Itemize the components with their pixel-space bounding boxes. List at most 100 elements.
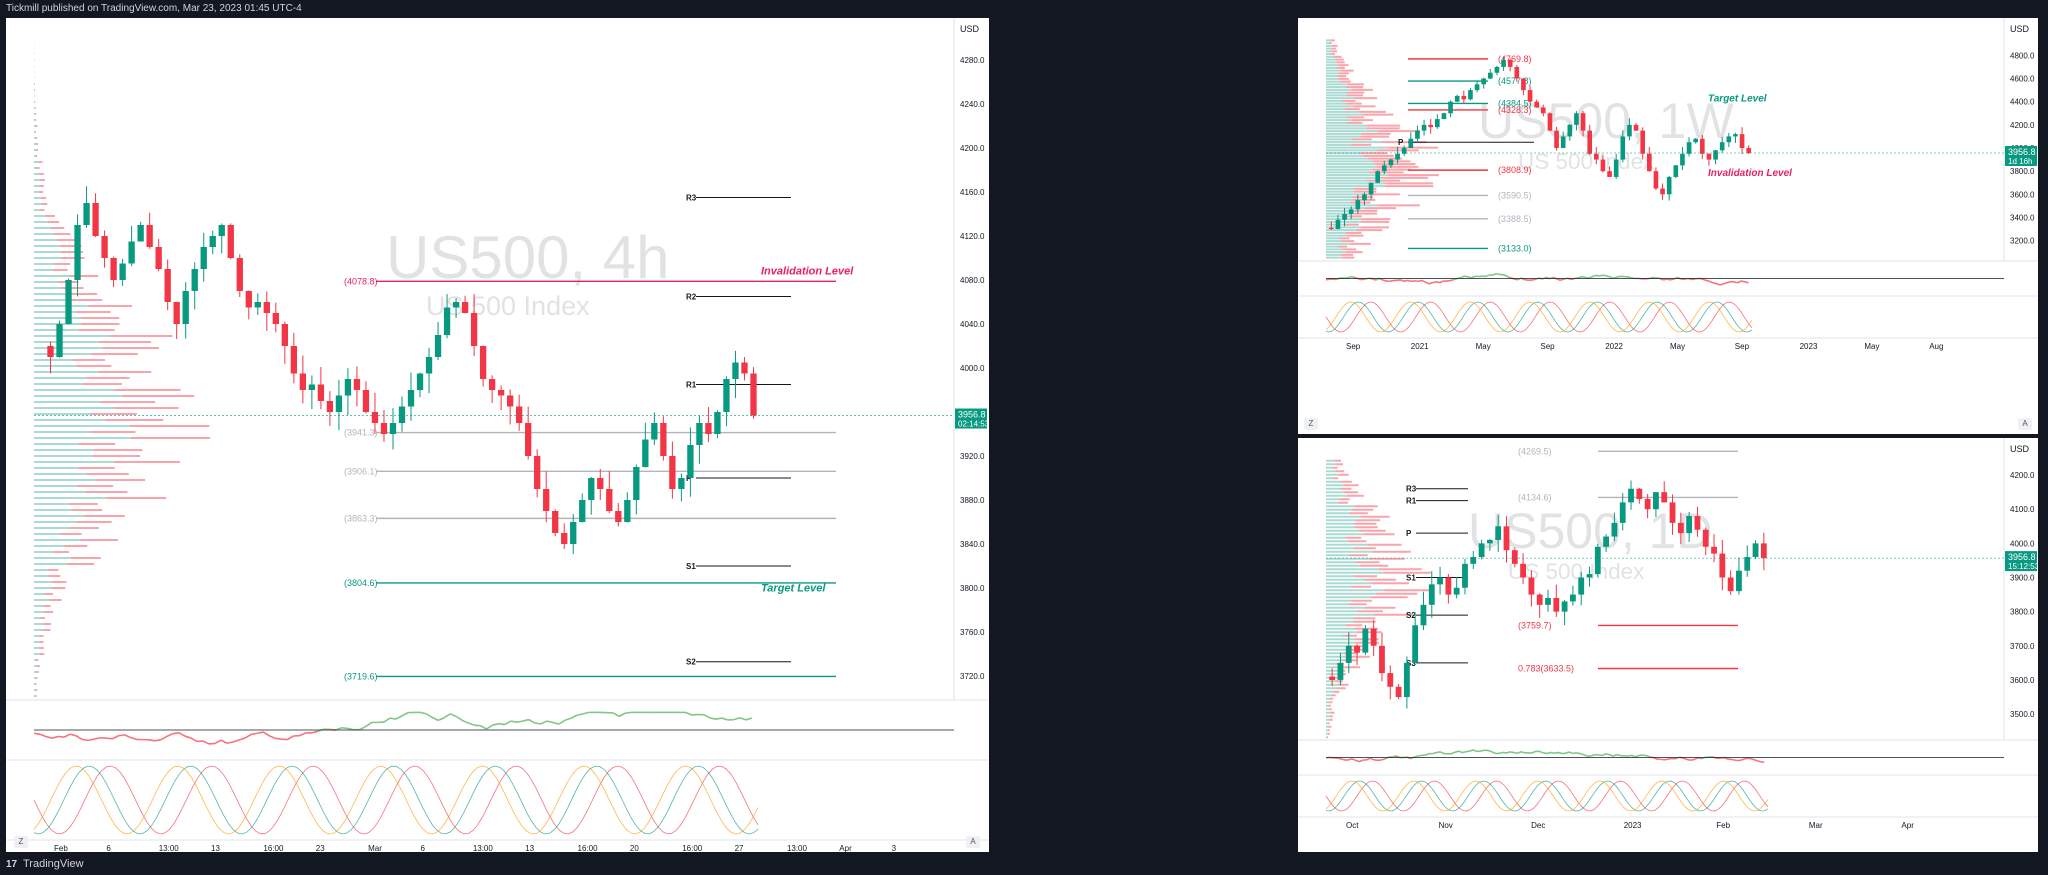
oscillator-segment <box>1390 281 1394 282</box>
stochastic-line <box>1326 302 1752 332</box>
volume-profile-bar-up <box>34 191 39 193</box>
volume-profile-bar-up <box>34 155 36 157</box>
candle-body <box>1512 550 1518 564</box>
last-price-countdown: 1d 16h <box>2008 157 2032 166</box>
candle-body <box>1728 578 1734 592</box>
volume-profile-bar-up <box>34 185 39 187</box>
stochastic-line <box>1326 781 1768 811</box>
volume-profile-bar-up <box>1326 64 1338 66</box>
candle-body <box>1554 131 1559 148</box>
oscillator-segment <box>191 738 197 741</box>
volume-profile-bar-up <box>1326 86 1346 88</box>
candle-body <box>74 225 80 280</box>
scale-z-button[interactable]: Z <box>1304 418 1318 430</box>
oscillator-segment <box>118 735 124 736</box>
candle-body <box>1369 183 1374 195</box>
volume-profile-bar-down <box>1361 221 1390 223</box>
candle-body <box>1654 171 1659 188</box>
oscillator-segment <box>474 725 480 726</box>
volume-profile-bar-down <box>1365 207 1397 209</box>
candle-body <box>1746 148 1751 153</box>
volume-profile-bar-down <box>1363 114 1393 116</box>
oscillator-segment <box>1451 752 1455 753</box>
candle-body <box>453 302 459 308</box>
volume-profile-bar-up <box>34 437 131 439</box>
oscillator-segment <box>1518 752 1522 754</box>
oscillator-segment <box>541 721 547 724</box>
candle-body <box>1678 523 1684 533</box>
volume-profile-bar-up <box>1326 42 1329 44</box>
scale-a-button[interactable]: A <box>966 836 980 848</box>
volume-profile-bar-up <box>1326 163 1375 165</box>
volume-profile-bar-up <box>34 587 51 589</box>
candle-body <box>56 324 62 357</box>
candle-body <box>1354 646 1360 653</box>
candle-body <box>363 390 369 412</box>
oscillator-segment <box>1381 759 1385 760</box>
volume-profile-bar-down <box>1351 600 1372 602</box>
volume-profile-bar-down <box>131 437 210 439</box>
time-tick-label: 16:00 <box>263 844 284 852</box>
price-tick-label: 4040.0 <box>960 320 985 329</box>
volume-profile-bar-up <box>1326 589 1384 591</box>
oscillator-segment <box>1635 755 1639 756</box>
volume-profile-bar-up <box>1326 645 1348 647</box>
volume-profile-bar-down <box>1366 127 1399 129</box>
oscillator-segment <box>64 734 70 737</box>
volume-profile-bar-up <box>1326 39 1331 41</box>
scale-a-button[interactable]: A <box>2018 418 2032 430</box>
volume-profile-bar-up <box>1326 185 1385 187</box>
candle-body <box>219 225 225 236</box>
volume-profile-bar-down <box>36 659 38 661</box>
oscillator-segment <box>1547 752 1551 753</box>
oscillator-segment <box>1573 753 1577 754</box>
oscillator-segment <box>1735 760 1739 761</box>
oscillator-segment <box>1683 758 1687 759</box>
volume-profile-bar-down <box>1373 551 1411 553</box>
scale-z-button[interactable]: Z <box>14 836 28 848</box>
volume-profile-bar-down <box>48 221 59 223</box>
candle-body <box>1561 136 1566 148</box>
oscillator-segment <box>468 723 474 725</box>
oscillator-segment <box>1464 276 1468 277</box>
volume-profile-bar-up <box>34 209 40 211</box>
oscillator-segment <box>487 725 493 729</box>
volume-profile-bar-down <box>37 167 40 169</box>
stochastic-line <box>1326 302 1752 332</box>
oscillator-segment <box>233 740 239 742</box>
volume-profile-bar-up <box>1326 526 1354 528</box>
volume-profile-bar-down <box>84 515 125 517</box>
volume-profile-bar-up <box>34 473 86 475</box>
oscillator-segment <box>366 722 372 726</box>
oscillator-segment <box>1418 755 1422 756</box>
volume-profile-bar-down <box>1371 596 1408 598</box>
candle-body <box>741 363 747 374</box>
volume-profile-bar-down <box>1328 733 1330 735</box>
candle-body <box>1740 134 1745 148</box>
volume-profile-bar-up <box>34 377 87 379</box>
volume-profile-bar-up <box>1326 177 1382 179</box>
volume-profile-bar-up <box>1326 474 1339 476</box>
oscillator-segment <box>1592 275 1596 276</box>
volume-profile-bar-up <box>34 545 63 547</box>
candle-body <box>534 456 540 489</box>
candle-body <box>309 385 315 391</box>
oscillator-segment <box>1603 275 1607 276</box>
volume-profile-bar-down <box>99 371 152 373</box>
volume-profile-bar-down <box>39 173 43 175</box>
price-level-label: (4078.8) <box>344 276 378 286</box>
oscillator-segment <box>1576 753 1580 754</box>
oscillator-segment <box>342 728 348 729</box>
candle-body <box>1570 595 1576 602</box>
oscillator-segment <box>221 740 227 743</box>
price-tick-label: 4280.0 <box>960 56 985 65</box>
oscillator-segment <box>1507 276 1511 277</box>
oscillator-segment <box>1422 280 1426 282</box>
volume-profile-bar-up <box>34 455 92 457</box>
